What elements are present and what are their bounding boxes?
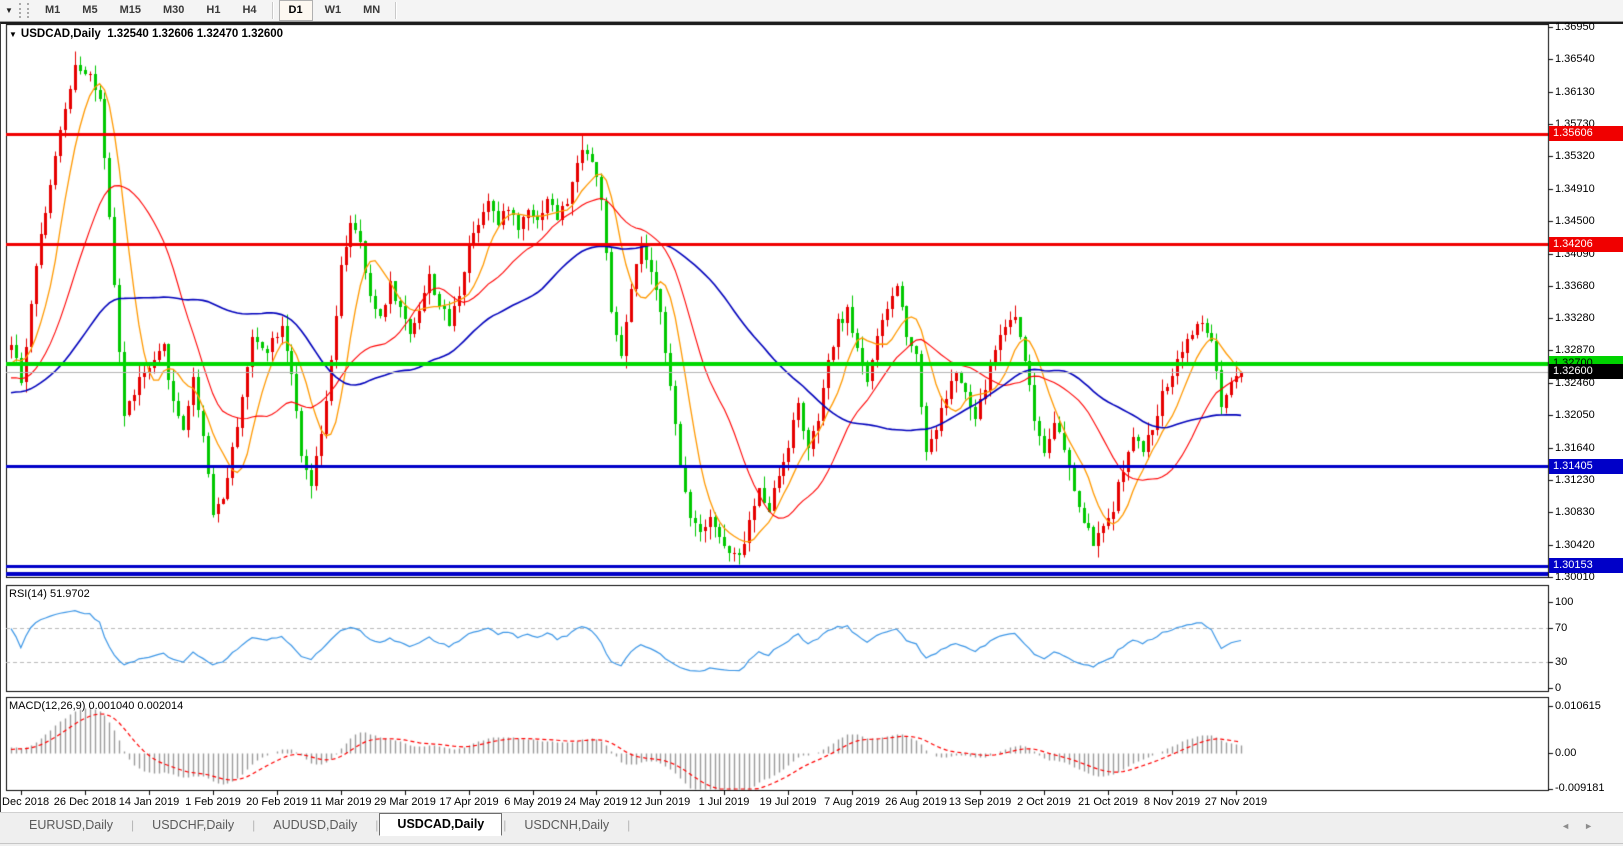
- chart-tab-USDCNH[interactable]: USDCNH,Daily: [524, 818, 610, 832]
- macd-tick-label: 0.010615: [1555, 700, 1601, 712]
- date-tick-label: 7 Dec 2018: [0, 796, 50, 808]
- timeframe-buttons: M1 M5 M15 M30 H1 H4 D1 W1 MN: [34, 0, 401, 21]
- toolbar-separator: [395, 2, 398, 19]
- date-tick-label: 19 Jul 2019: [759, 796, 817, 808]
- date-tick-label: 7 Aug 2019: [824, 796, 880, 808]
- price-tick-label: 1.33680: [1555, 280, 1595, 292]
- date-tick-label: 13 Sep 2019: [948, 796, 1012, 808]
- tabs-scroll-right-icon[interactable]: ►: [1584, 821, 1593, 831]
- chart-window: ▼ USDCAD,Daily 1.32540 1.32606 1.32470 1.…: [0, 21, 1623, 812]
- timeframe-button-M15[interactable]: M15: [119, 4, 141, 16]
- price-tick-label: 1.36950: [1555, 21, 1595, 33]
- date-tick-label: 12 Jun 2019: [629, 796, 691, 808]
- timeframe-button-H4[interactable]: H4: [242, 4, 257, 16]
- date-tick-label: 26 Aug 2019: [885, 796, 947, 808]
- toolbar-grip-handle[interactable]: [19, 3, 29, 18]
- chart-tab-EURUSD[interactable]: EURUSD,Daily: [29, 818, 114, 832]
- window-bottom-edge: [0, 843, 1623, 844]
- price-tick-label: 1.35320: [1555, 150, 1595, 162]
- timeframe-button-M1[interactable]: M1: [45, 4, 61, 16]
- price-line-badge: 1.31405: [1549, 459, 1623, 474]
- price-tick-label: 1.31640: [1555, 442, 1595, 454]
- rsi-tick-label: 30: [1555, 656, 1568, 668]
- timeframe-button-M30[interactable]: M30: [162, 4, 185, 16]
- macd-tick-label: -0.009181: [1555, 782, 1605, 794]
- rsi-label: RSI(14) 51.9702: [9, 588, 90, 600]
- rsi-tick-label: 100: [1555, 596, 1574, 608]
- tab-separator: |: [503, 817, 507, 832]
- timeframe-button-MN[interactable]: MN: [363, 4, 381, 16]
- price-tick-label: 1.30830: [1555, 506, 1595, 518]
- chart-tab-USDCAD[interactable]: USDCAD,Daily: [379, 813, 503, 836]
- price-tick-label: 1.31230: [1555, 474, 1595, 486]
- tab-separator: |: [252, 817, 256, 832]
- collapse-icon: ▼: [9, 30, 17, 39]
- macd-label: MACD(12,26,9) 0.001040 0.002014: [9, 700, 184, 712]
- tab-separator: |: [627, 817, 631, 832]
- date-tick-label: 2 Oct 2019: [1017, 796, 1071, 808]
- date-tick-label: 1 Feb 2019: [185, 796, 241, 808]
- date-tick-label: 27 Nov 2019: [1204, 796, 1268, 808]
- chart-tab-AUDUSD[interactable]: AUDUSD,Daily: [273, 818, 358, 832]
- date-tick-label: 8 Nov 2019: [1143, 796, 1201, 808]
- date-tick-label: 21 Oct 2019: [1078, 796, 1138, 808]
- chart-tab-USDCHF[interactable]: USDCHF,Daily: [152, 818, 235, 832]
- date-tick-label: 26 Dec 2018: [53, 796, 117, 808]
- timeframe-button-W1[interactable]: W1: [324, 4, 342, 16]
- date-tick-label: 11 Mar 2019: [310, 796, 372, 808]
- date-tick-label: 14 Jan 2019: [118, 796, 180, 808]
- tab-separator: |: [375, 817, 379, 832]
- price-tick-label: 1.33280: [1555, 312, 1595, 324]
- chevron-down-icon: ▼: [5, 6, 13, 15]
- price-tick-label: 1.32870: [1555, 344, 1595, 356]
- date-tick-label: 1 Jul 2019: [698, 796, 750, 808]
- tab-separator: |: [131, 817, 135, 832]
- price-tick-label: 1.30010: [1555, 571, 1595, 583]
- price-line-badge: 1.35606: [1549, 126, 1623, 141]
- price-line-badge: 1.32600: [1549, 364, 1623, 379]
- price-tick-label: 1.32050: [1555, 409, 1595, 421]
- tab-scroll-arrows: ◄ ►: [1561, 821, 1593, 831]
- rsi-tick-label: 0: [1555, 682, 1562, 694]
- date-tick-label: 20 Feb 2019: [246, 796, 308, 808]
- price-tick-label: 1.34910: [1555, 183, 1595, 195]
- chart-ohlc-values: 1.32540 1.32606 1.32470 1.32600: [107, 28, 284, 40]
- timeframe-toolbar: ▼ M1 M5 M15 M30 H1 H4 D1 W1 MN: [0, 0, 1623, 22]
- price-tick-label: 1.36130: [1555, 86, 1595, 98]
- price-line-badge: 1.34206: [1549, 237, 1623, 252]
- chart-title: ▼ USDCAD,Daily 1.32540 1.32606 1.32470 1.…: [9, 28, 283, 40]
- date-tick-label: 29 Mar 2019: [374, 796, 436, 808]
- date-tick-label: 24 May 2019: [564, 796, 628, 808]
- price-tick-label: 1.34500: [1555, 215, 1595, 227]
- timeframe-button-H1[interactable]: H1: [206, 4, 221, 16]
- rsi-tick-label: 70: [1555, 622, 1568, 634]
- price-tick-label: 1.32460: [1555, 377, 1595, 389]
- chart-tabs: EURUSD,Daily | USDCHF,Daily | AUDUSD,Daily | U…: [0, 813, 1623, 836]
- chart-symbol-period: USDCAD,Daily: [20, 28, 101, 40]
- timeframe-button-M5[interactable]: M5: [82, 4, 98, 16]
- macd-tick-label: 0.00: [1555, 747, 1577, 759]
- date-tick-label: 17 Apr 2019: [439, 796, 499, 808]
- tabs-scroll-left-icon[interactable]: ◄: [1561, 821, 1571, 831]
- chart-tab-bar: EURUSD,Daily | USDCHF,Daily | AUDUSD,Daily | U…: [0, 812, 1623, 846]
- timeframe-button-D1[interactable]: D1: [278, 0, 313, 21]
- price-line-badge: 1.30153: [1549, 558, 1623, 573]
- price-chart-canvas[interactable]: [1, 24, 1623, 812]
- price-tick-label: 1.36540: [1555, 53, 1595, 65]
- toolbar-separator: [271, 2, 274, 19]
- price-tick-label: 1.30420: [1555, 539, 1595, 551]
- date-tick-label: 6 May 2019: [504, 796, 562, 808]
- toolbar-dropdown-button[interactable]: ▼: [0, 0, 18, 21]
